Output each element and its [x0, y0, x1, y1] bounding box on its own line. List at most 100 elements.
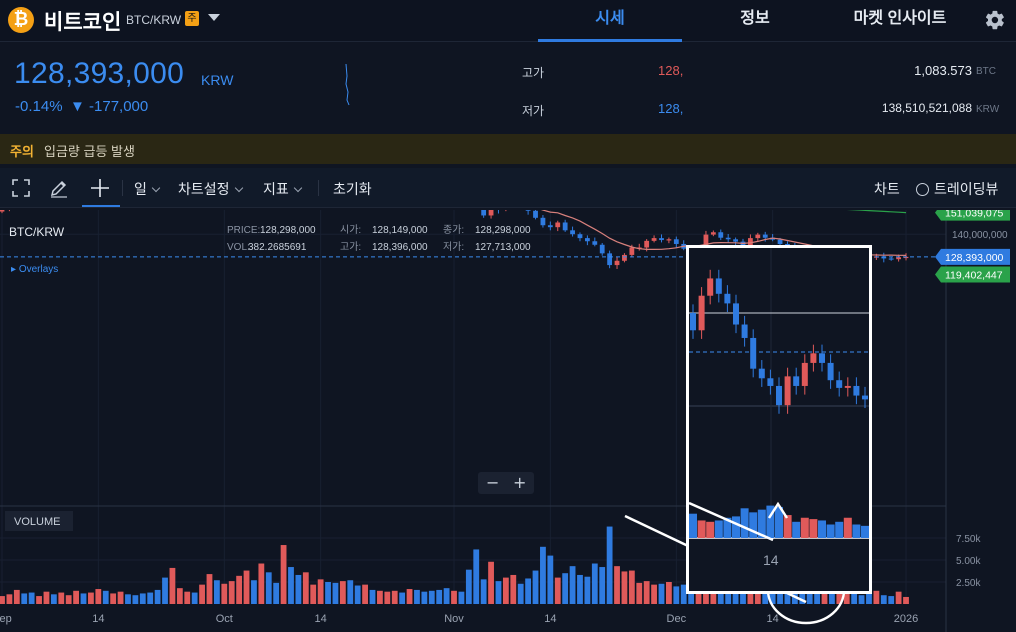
volume-bar — [829, 593, 835, 604]
volume-bar — [473, 549, 480, 604]
zoom-candle — [715, 278, 722, 294]
volume-bar — [362, 584, 368, 604]
bitcoin-logo-icon: ₿ — [8, 7, 34, 33]
price-chart[interactable]: 170,000,000160,000,000140,000,000 7.50k 5… — [0, 210, 1016, 632]
tab-info[interactable]: 정보 — [740, 10, 770, 27]
zoom-candle — [741, 324, 748, 338]
zoom-candle — [698, 295, 705, 331]
volume-bar — [317, 579, 324, 604]
volume-unit: BTC — [976, 66, 996, 77]
tab-market-insight[interactable]: 마켓 인사이트 — [853, 10, 947, 27]
toolbar-divider — [122, 180, 123, 196]
amount-unit: KRW — [976, 104, 1000, 115]
zoom-candle — [733, 303, 739, 325]
chevron-down-icon — [293, 183, 303, 193]
amount-24h: 138,510,521,088 — [881, 101, 972, 115]
info-price-value: 128,298,000 — [260, 225, 316, 236]
tab-price[interactable]: 시세 — [538, 0, 682, 42]
info-low-label: 저가: — [443, 241, 464, 253]
gear-icon[interactable] — [984, 9, 1006, 31]
zoom-volume-bar — [740, 508, 749, 538]
candle — [0, 210, 5, 212]
volume-bar — [769, 590, 776, 604]
indicators-label: 지표 — [263, 181, 289, 197]
volume-tick-label: 2.50k — [956, 578, 981, 589]
coin-name[interactable]: 비트코인 — [44, 11, 122, 34]
candle — [577, 234, 583, 239]
zoom-annotation-line — [689, 501, 774, 542]
volume-bar — [117, 591, 124, 604]
zoom-volume-bar — [714, 520, 723, 538]
volume-bar — [13, 589, 20, 604]
volume-bar — [265, 572, 272, 604]
info-open-label: 시가: — [340, 224, 361, 236]
change-value: ▼ -177,000 — [70, 98, 149, 115]
price-tag — [935, 210, 1010, 221]
volume-bar — [421, 591, 428, 604]
volume-bar — [125, 594, 131, 604]
volume-bar — [354, 585, 361, 604]
zoom-out-button[interactable]: − — [486, 473, 499, 492]
candle — [525, 210, 531, 211]
zoom-in-button[interactable]: + — [513, 473, 526, 492]
interval-dropdown[interactable]: 일 — [134, 179, 161, 199]
y-tick-label: 140,000,000 — [952, 230, 1008, 241]
volume-bar — [169, 567, 176, 604]
x-tick-label: 14 — [544, 613, 556, 625]
crosshair-icon[interactable] — [90, 178, 110, 198]
indicators-dropdown[interactable]: 지표 — [263, 179, 303, 199]
volume-bar — [325, 582, 331, 604]
candle — [562, 222, 568, 231]
volume-bar — [843, 591, 850, 604]
volume-bar — [28, 592, 35, 604]
zoom-candle — [853, 385, 860, 396]
overlays-toggle[interactable]: ▸ Overlays — [11, 264, 58, 275]
candle — [710, 232, 716, 235]
tradingview-option[interactable]: 트레이딩뷰 — [916, 179, 998, 199]
candle — [666, 239, 672, 241]
volume-bar — [295, 574, 302, 604]
pen-icon[interactable] — [49, 178, 69, 198]
volume-bar — [162, 577, 168, 604]
zoom-candle — [801, 362, 808, 386]
volume-bar — [762, 592, 769, 604]
price-unit: KRW — [201, 72, 234, 88]
candle — [748, 238, 753, 246]
chart-mode-option[interactable]: 차트 — [874, 181, 900, 197]
active-tool-indicator — [82, 205, 120, 207]
zoom-candle — [810, 353, 817, 363]
chevron-down-icon[interactable] — [208, 14, 220, 21]
volume-bar — [658, 583, 665, 604]
fullscreen-icon[interactable] — [11, 178, 31, 198]
chart-settings-dropdown[interactable]: 차트설정 — [178, 179, 243, 199]
zoom-candle — [776, 385, 782, 406]
ma-short-line — [540, 210, 907, 256]
volume-bar — [302, 572, 309, 604]
candle — [755, 234, 761, 239]
chart-toolbar: 일 차트설정 지표 초기화 차트 트레이딩뷰 — [0, 168, 1016, 208]
volume-tick-label: 7.50k — [956, 534, 981, 545]
chevron-down-icon — [234, 183, 243, 193]
volume-bar — [0, 596, 5, 604]
volume-bar — [680, 584, 687, 604]
volume-series — [0, 526, 909, 604]
volume-bar — [510, 574, 517, 604]
volume-bar — [236, 575, 243, 604]
volume-bar — [488, 561, 494, 604]
candle — [584, 238, 590, 242]
price-tag-label: 128,393,000 — [945, 252, 1004, 264]
notice-bar[interactable]: 주의 입금량 급등 발생 — [0, 134, 1016, 164]
volume-bar — [310, 584, 317, 604]
zoom-volume-bar — [757, 509, 766, 538]
info-high-value: 128,396,000 — [372, 242, 428, 253]
zoom-volume-bar — [826, 524, 835, 538]
zoom-volume-bar — [706, 521, 715, 538]
zoom-volume-bar — [775, 506, 783, 538]
reset-button[interactable]: 초기화 — [333, 181, 372, 197]
notice-text: 입금량 급등 발생 — [44, 144, 135, 159]
x-tick-label: Sep — [0, 613, 12, 625]
volume-bar — [58, 592, 65, 604]
volume-bar — [391, 590, 398, 604]
zoom-volume-bars — [689, 505, 869, 538]
zoom-candle — [862, 395, 868, 400]
